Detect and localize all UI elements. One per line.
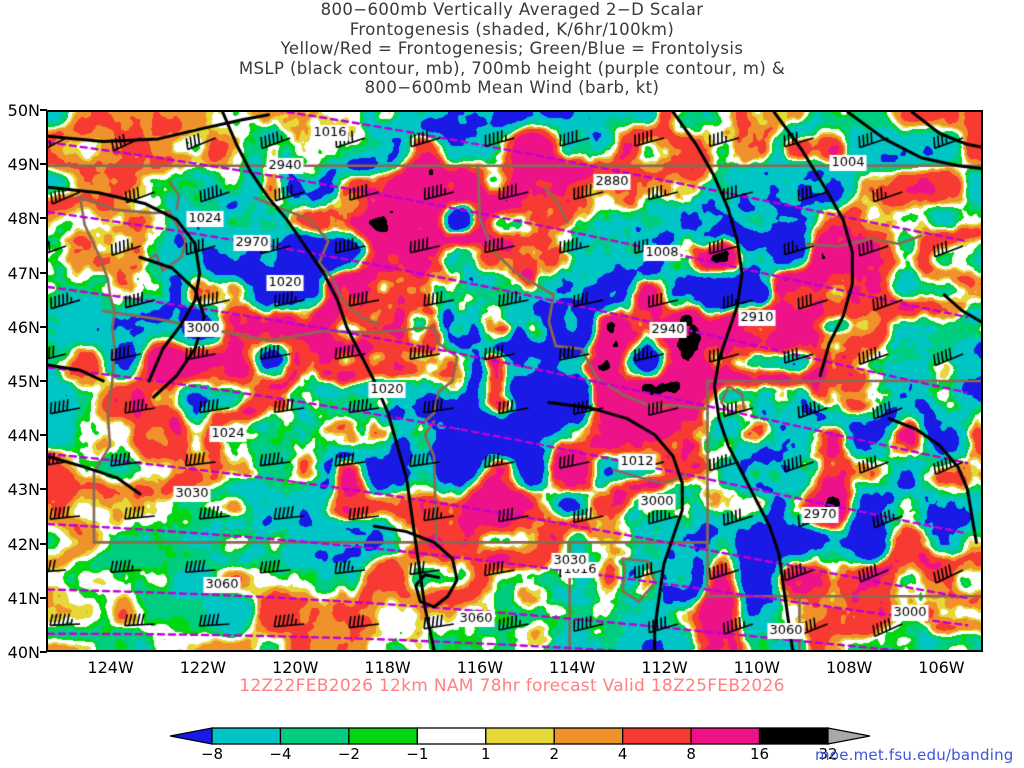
colorbar-tick-label: −2 <box>337 745 360 763</box>
lat-tick <box>40 380 47 382</box>
colorbar-band <box>485 727 555 745</box>
colorbar-arrow-high <box>827 727 870 745</box>
frontogenesis-field-canvas <box>48 112 981 650</box>
colorbar-tick-label: 1 <box>480 745 491 763</box>
colorbar-tick-label: −4 <box>269 745 292 763</box>
lat-tick-label: 45N <box>7 372 40 391</box>
lon-tick-label: 108W <box>825 658 873 677</box>
lat-tick-label: 44N <box>7 426 40 446</box>
lat-tick <box>40 163 47 166</box>
lon-tick-label: 122W <box>179 658 227 677</box>
colorbar-band <box>348 727 418 745</box>
lat-tick <box>40 271 47 274</box>
lat-tick-label: 50N <box>7 101 40 120</box>
lat-tick-label: 46N <box>7 317 40 337</box>
colorbar-tick-label: 8 <box>686 745 696 763</box>
lon-tick-label: 106W <box>918 658 965 677</box>
colorbar-tick-label: 4 <box>617 745 628 763</box>
lat-tick-label: 42N <box>7 534 40 554</box>
colorbar-tick-label: −8 <box>200 745 224 763</box>
forecast-caption: 12Z22FEB2026 12km NAM 78hr forecast Vali… <box>239 676 785 696</box>
lat-tick <box>40 651 47 653</box>
colorbar-band <box>622 727 692 745</box>
lon-tick-label: 110W <box>733 658 780 677</box>
lat-tick-label: 41N <box>7 588 40 608</box>
colorbar-band <box>690 727 761 745</box>
lat-tick-label: 43N <box>7 480 40 500</box>
lon-tick-label: 124W <box>87 658 134 677</box>
lat-tick-label: 49N <box>7 155 40 175</box>
lon-tick-label: 112W <box>641 658 688 677</box>
lon-tick-label: 114W <box>549 658 596 677</box>
lat-tick <box>40 434 47 437</box>
lat-tick-label: 47N <box>7 263 40 283</box>
lat-tick <box>40 217 47 220</box>
title-line-4: MSLP (black contour, mb), 700mb height (… <box>238 58 786 78</box>
colorbar-tick-label: 16 <box>750 745 770 763</box>
title-line-5: 800−600mb Mean Wind (barb, kt) <box>364 78 660 97</box>
lat-tick <box>40 542 47 545</box>
colorbar-band <box>279 727 350 745</box>
title-line-2: Frontogenesis (shaded, K/6hr/100km) <box>349 19 675 39</box>
title-line-1: 800−600mb Vertically Averaged 2−D Scalar <box>320 0 704 19</box>
lon-tick-label: 120W <box>272 658 319 677</box>
lon-tick-label: 116W <box>456 658 504 677</box>
colorbar-swatches <box>170 727 870 745</box>
chart-title-block: 800−600mb Vertically Averaged 2−D Scalar… <box>0 0 1024 98</box>
lat-tick <box>40 596 47 599</box>
weather-map-plot <box>46 110 983 652</box>
colorbar-band <box>211 727 282 745</box>
title-line-3: Yellow/Red = Frontogenesis; Green/Blue =… <box>280 39 744 58</box>
lat-tick <box>40 109 47 111</box>
lat-tick <box>40 325 47 328</box>
lat-tick-label: 48N <box>7 209 40 229</box>
colorbar: −8 −4 −2 −1 1 2 4 8 16 32 <box>170 726 870 766</box>
lat-tick-label: 40N <box>7 643 40 662</box>
colorbar-tick-label: 2 <box>549 745 559 763</box>
colorbar-band <box>553 727 624 745</box>
colorbar-band <box>758 727 829 745</box>
lat-tick <box>40 488 47 491</box>
lon-tick-label: 118W <box>364 658 411 677</box>
colorbar-tick-label: 32 <box>818 745 838 763</box>
colorbar-band <box>416 727 487 745</box>
colorbar-tick-label: −1 <box>406 745 429 763</box>
colorbar-arrow-low <box>170 727 213 745</box>
attribution-link[interactable]: moe.met.fsu.edu/banding <box>815 746 1014 764</box>
